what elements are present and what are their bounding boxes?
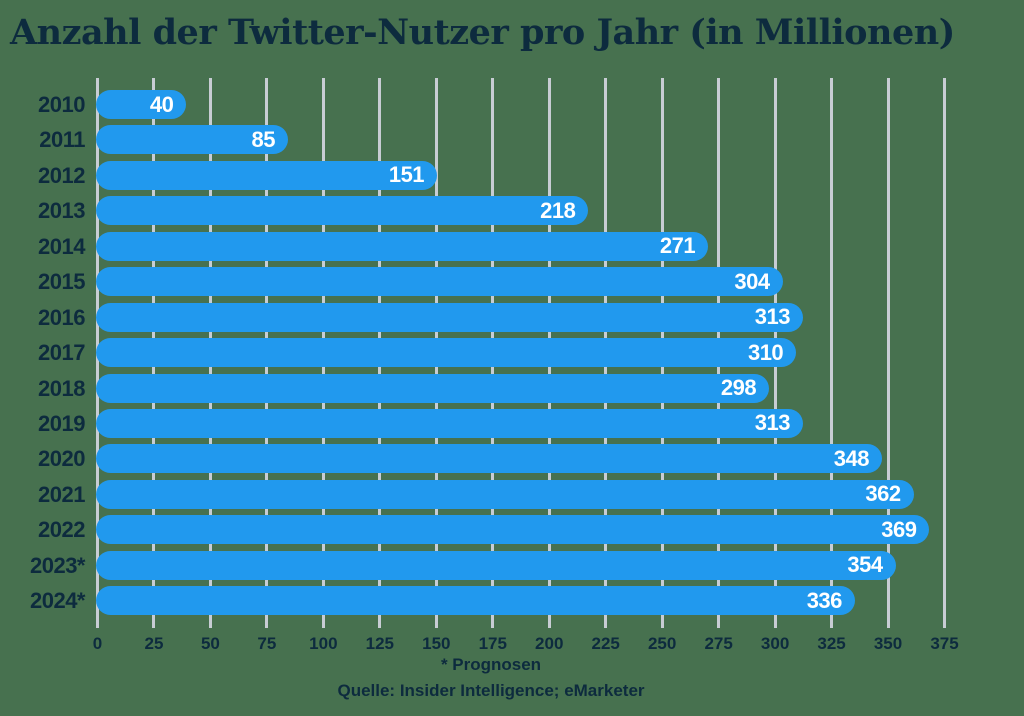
bar-value-label: 85: [251, 126, 276, 152]
bar-value-label: 298: [720, 375, 757, 400]
year-label: 2012: [38, 162, 85, 188]
year-label: 2010: [38, 92, 85, 117]
bar-row-2024-prognose: 2024* 336: [30, 586, 944, 616]
bar-value-label: 369: [881, 516, 917, 542]
x-tick-label: 0: [92, 634, 103, 653]
x-tick-label: 75: [257, 634, 277, 653]
bar: 348: [96, 444, 883, 474]
bar-row-2018: 2018 298: [38, 373, 944, 403]
year-label: 2013: [38, 198, 85, 224]
chart-footer: * Prognosen Quelle: Insider Intelligence…: [0, 652, 982, 705]
footnote-prognosen: * Prognosen: [440, 655, 542, 674]
bar-row-2017: 2017 310: [38, 338, 944, 368]
x-tick-label: 225: [591, 634, 620, 653]
gridline-x-350: [886, 78, 890, 628]
bar: 151: [96, 160, 438, 190]
x-tick-label: 350: [873, 634, 903, 653]
gridline-x-325: [830, 78, 834, 628]
bar-row-2011: 2011 85: [39, 125, 944, 155]
bar: 310: [96, 338, 797, 368]
bar-value-label: 40: [149, 91, 174, 117]
x-tick-label: 275: [704, 634, 733, 653]
year-label: 2018: [38, 375, 85, 401]
year-label: 2015: [38, 269, 85, 295]
bar-value-label: 348: [833, 445, 870, 471]
bar: 313: [96, 408, 803, 438]
x-tick-label: 250: [647, 634, 677, 653]
year-label: 2011: [39, 127, 85, 153]
bar-value-label: 304: [734, 268, 770, 294]
bar-row-2019: 2019 313: [38, 408, 944, 438]
x-tick-label: 150: [422, 634, 451, 653]
bar: 298: [96, 373, 770, 403]
bar-value-label: 313: [754, 410, 791, 436]
source-attribution: Quelle: Insider Intelligence; eMarketer: [337, 681, 645, 701]
bar: 354: [96, 550, 896, 580]
bars-container: 2010 40 2011 85 2012 151 2013 218 2014 271 2015 304…: [30, 90, 944, 616]
plot-area: 0 25 50 75 100 125 150 175 200 225 250 275 300 325 350…: [30, 78, 959, 653]
x-tick-label: 100: [309, 634, 338, 653]
bar-value-label: 313: [754, 304, 791, 330]
bar: 362: [96, 479, 914, 509]
bar-value-label: 310: [747, 339, 784, 365]
bar-row-2013: 2013 218: [38, 196, 944, 226]
year-label: 2014: [38, 233, 85, 259]
chart-title: Anzahl der Twitter-Nutzer pro Jahr (in M…: [10, 12, 955, 53]
x-tick-label: 125: [365, 634, 395, 653]
x-tick-label: 375: [930, 634, 959, 653]
year-label: 2020: [38, 446, 85, 472]
x-tick-label: 200: [535, 634, 564, 653]
bar: 304: [96, 267, 783, 297]
bar: 271: [96, 231, 709, 261]
bar-value-label: 362: [865, 481, 901, 507]
x-tick-label: 50: [200, 634, 220, 653]
bar: 218: [96, 196, 589, 226]
year-label: 2021: [38, 481, 85, 507]
bar-row-2021: 2021 362: [38, 479, 944, 509]
bar-value-label: 271: [659, 233, 696, 259]
year-label: 2024*: [29, 588, 86, 614]
year-label: 2017: [38, 340, 85, 366]
year-label: 2023*: [29, 552, 86, 578]
bar: 85: [96, 125, 288, 155]
bar: 369: [96, 515, 930, 545]
bar-value-label: 151: [388, 162, 425, 188]
bar-row-2022: 2022 369: [38, 515, 944, 545]
bar: 336: [96, 586, 855, 616]
bar-row-2023-prognose: 2023* 354: [30, 550, 944, 580]
bar-value-label: 354: [847, 552, 883, 578]
bar-value-label: 336: [806, 587, 843, 613]
bar-row-2010: 2010 40: [38, 90, 944, 119]
x-tick-label: 175: [478, 634, 507, 653]
x-tick-label: 25: [144, 634, 164, 653]
year-label: 2019: [38, 410, 85, 436]
bar-row-2015: 2015 304: [38, 267, 944, 297]
bar: 40: [96, 90, 187, 119]
bar-value-label: 218: [540, 197, 576, 223]
bar: 313: [96, 302, 803, 332]
bar-row-2016: 2016 313: [38, 302, 944, 332]
gridline-x-375: [943, 78, 946, 628]
bar-row-2020: 2020 348: [38, 444, 944, 474]
year-label: 2022: [38, 517, 85, 543]
x-tick-label: 300: [760, 634, 790, 653]
year-label: 2016: [38, 304, 85, 330]
bar-row-2012: 2012 151: [38, 160, 944, 190]
x-tick-label: 325: [817, 634, 846, 653]
bar-row-2014: 2014 271: [38, 231, 944, 261]
